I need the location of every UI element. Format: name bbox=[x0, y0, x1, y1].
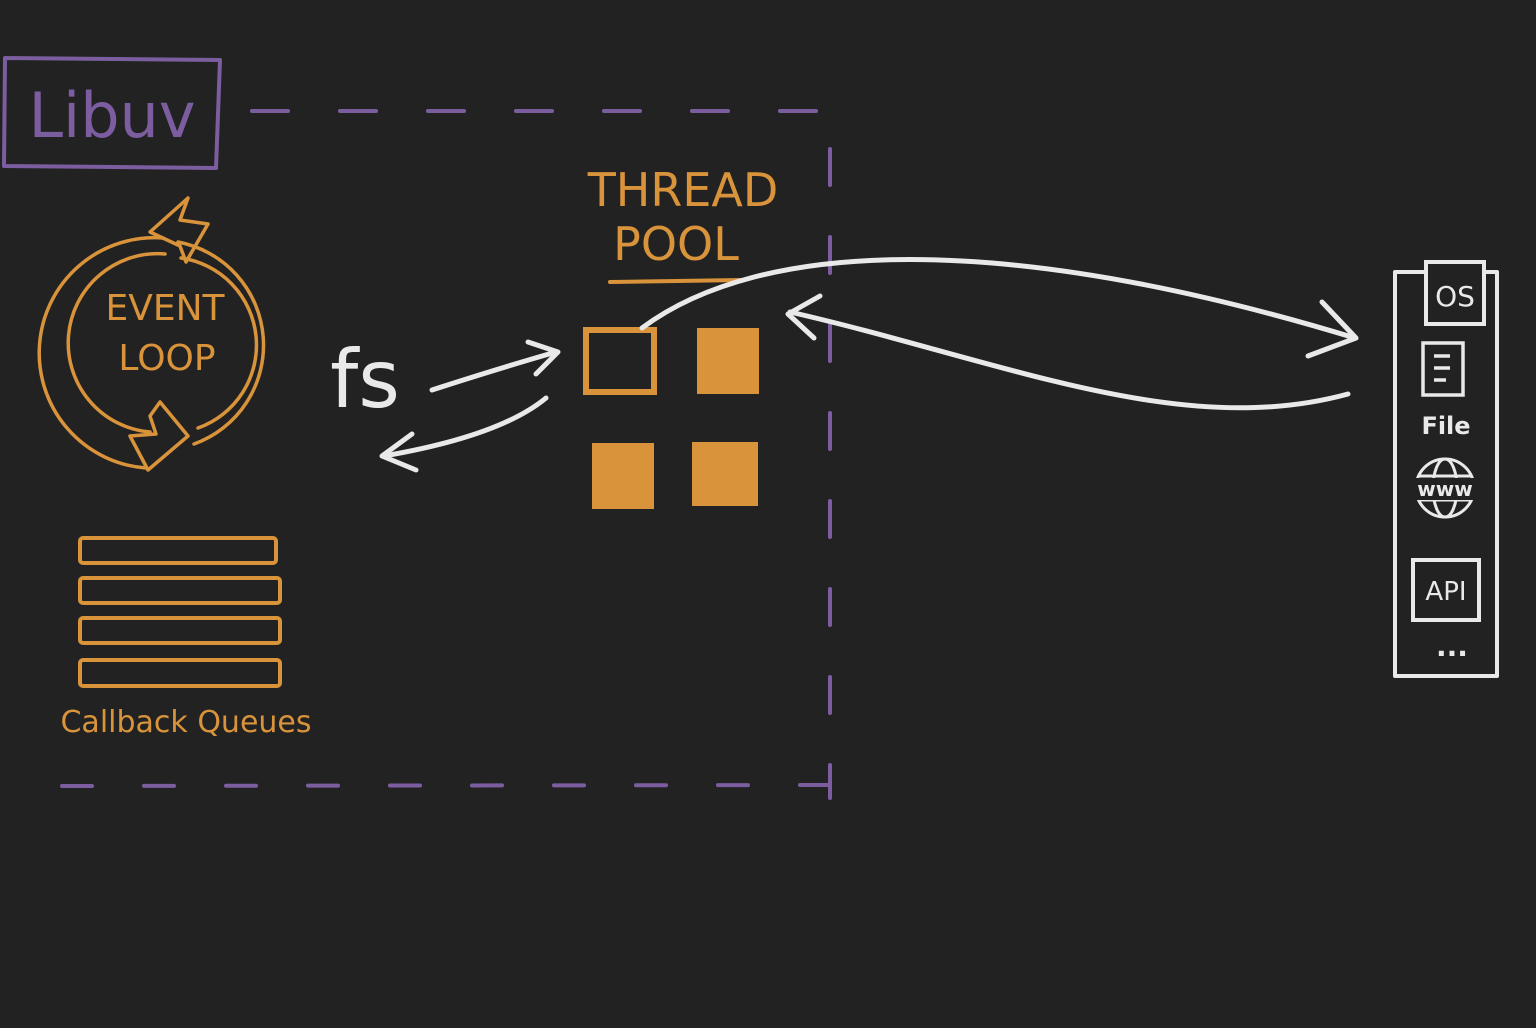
www-backdrop bbox=[1414, 478, 1476, 500]
thread-slot-busy bbox=[592, 443, 654, 509]
os-panel: OS File www API ... bbox=[1393, 260, 1499, 678]
thread-pool: THREAD POOL bbox=[583, 163, 779, 509]
queue-bar bbox=[78, 616, 282, 645]
api-label: API bbox=[1425, 577, 1466, 607]
thread-slot-idle bbox=[583, 327, 657, 395]
thread-slot-busy bbox=[697, 328, 759, 394]
document-icon bbox=[1421, 341, 1465, 397]
queue-bar bbox=[78, 658, 282, 688]
arrowhead bbox=[379, 431, 419, 473]
os-tab bbox=[1424, 260, 1486, 326]
event-loop: EVENT LOOP bbox=[37, 196, 266, 472]
file-label: File bbox=[1421, 412, 1470, 440]
event-loop-line2: LOOP bbox=[118, 338, 215, 379]
libuv-label: Libuv bbox=[28, 79, 195, 152]
libuv-boundary bbox=[42, 109, 832, 800]
www-label: www bbox=[1417, 477, 1472, 501]
arrowhead bbox=[525, 339, 561, 377]
event-loop-line1: EVENT bbox=[105, 288, 225, 329]
fs-label: fs bbox=[330, 333, 400, 426]
os-label: OS bbox=[1435, 280, 1475, 313]
arrow-pool-to-fs bbox=[381, 395, 549, 459]
arrows bbox=[379, 257, 1359, 473]
libuv-label-box: Libuv bbox=[2, 56, 222, 170]
callback-queues: Callback Queues bbox=[60, 536, 312, 740]
thread-pool-line2: POOL bbox=[613, 217, 739, 271]
arrow-fs-to-pool bbox=[429, 349, 559, 393]
api-box bbox=[1411, 558, 1481, 622]
queue-bar bbox=[78, 536, 278, 565]
arrowhead bbox=[785, 293, 823, 341]
more-label: ... bbox=[1436, 630, 1468, 663]
queue-bar bbox=[78, 576, 282, 605]
thread-slot-busy bbox=[692, 442, 758, 506]
thread-pool-line1: THREAD bbox=[587, 163, 779, 217]
arrowhead bbox=[1305, 299, 1359, 359]
callback-queues-label: Callback Queues bbox=[60, 705, 311, 740]
refresh-cycle-icon bbox=[37, 196, 266, 472]
thread-pool-underline bbox=[608, 278, 744, 284]
arrow-pool-to-os bbox=[639, 257, 1358, 341]
arrow-os-to-pool bbox=[787, 309, 1351, 411]
